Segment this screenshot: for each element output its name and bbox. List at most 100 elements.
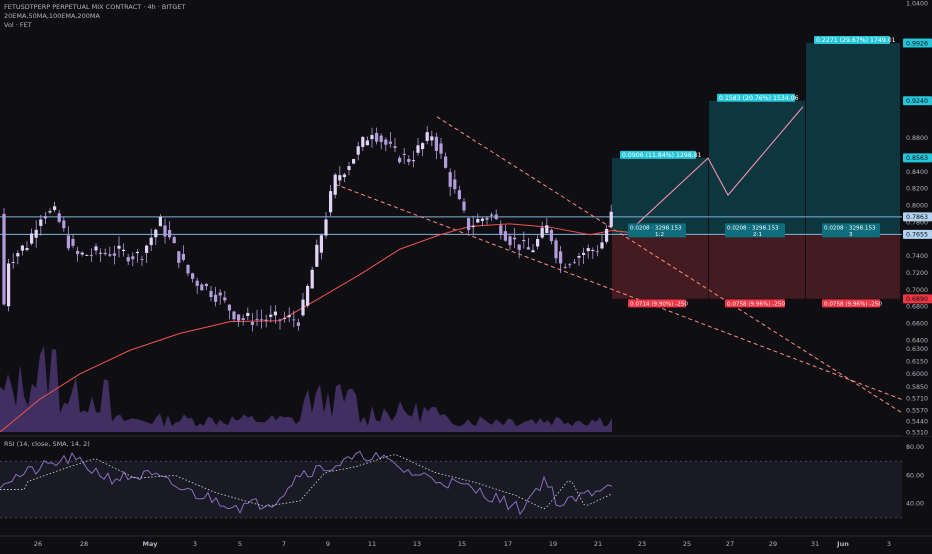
- candle-body-36: [168, 230, 172, 238]
- price-tick-4: 0.8563: [906, 155, 928, 162]
- ratio-label-1: 2:1: [753, 232, 762, 238]
- candle-body-124: [572, 262, 576, 264]
- candle-body-65: [301, 299, 305, 316]
- candle-body-32: [149, 237, 153, 246]
- candle-body-64: [296, 322, 300, 326]
- candle-body-78: [361, 137, 365, 147]
- candle-body-19: [89, 255, 93, 256]
- candle-body-108: [499, 225, 503, 235]
- price-tick-14: 0.6890: [906, 296, 928, 303]
- rsi-band: [0, 461, 902, 518]
- candle-body-72: [333, 174, 337, 195]
- price-tick-23: 0.5570: [906, 407, 928, 414]
- candle-body-87: [402, 153, 406, 155]
- rsi-pane[interactable]: RSI (14, close, SMA, 14, 2) 80.00 60.00 40.…: [0, 435, 932, 519]
- rsi-line: [0, 450, 613, 516]
- price-tick-15: 0.6800: [906, 304, 928, 311]
- candle-body-128: [591, 249, 595, 252]
- candle-body-131: [605, 228, 609, 242]
- candle-body-56: [260, 319, 264, 321]
- candle-body-118: [545, 225, 549, 234]
- time-tick-0: 26: [34, 540, 42, 548]
- stop-label-bg-0: [628, 299, 686, 308]
- price-tick-19: 0.6150: [906, 359, 928, 366]
- candle-body-45: [209, 290, 213, 298]
- trendlines[interactable]: [334, 116, 932, 433]
- candle-body-49: [227, 304, 231, 311]
- rsi-tick-2: 40.00: [906, 501, 924, 508]
- candle-body-113: [522, 240, 526, 242]
- candle-body-40: [186, 264, 190, 274]
- time-tick-18: Jun: [836, 540, 849, 548]
- position-labels: 0.0906 (11.84%) 1298.81 0.0208 · 3298.153…: [620, 35, 896, 308]
- candle-body-62: [287, 315, 291, 318]
- candle-body-68: [315, 244, 319, 267]
- candle-body-125: [577, 255, 581, 258]
- symbol-title[interactable]: FETUSDTPERP PERPETUAL MIX CONTRACT · 4h …: [4, 3, 186, 11]
- candle-body-126: [582, 252, 586, 255]
- price-tick-1: 0.9926: [906, 40, 928, 47]
- candle-body-16: [76, 250, 80, 254]
- candle-body-120: [554, 240, 558, 259]
- candle-body-30: [140, 259, 144, 261]
- candle-body-6: [30, 233, 34, 244]
- ema-100: [0, 223, 629, 433]
- candle-body-20: [94, 246, 98, 251]
- candle-body-119: [549, 229, 553, 241]
- candle-body-73: [338, 175, 342, 181]
- price-tick-5: 0.8400: [906, 169, 928, 176]
- position-zones[interactable]: [612, 42, 900, 299]
- candle-body-53: [246, 312, 250, 316]
- candle-body-13: [62, 220, 66, 229]
- candle-body-42: [195, 280, 199, 286]
- candle-body-15: [71, 239, 75, 246]
- candle-body-23: [108, 254, 112, 256]
- candle-body-59: [273, 311, 277, 316]
- candle-body-26: [122, 249, 126, 252]
- stop-zone-1: [709, 234, 805, 299]
- indicator-list[interactable]: 20EMA,50MA,100EMA,200MA: [4, 12, 100, 20]
- candle-body-4: [20, 245, 24, 251]
- rsi-tick-1: 60.00: [906, 472, 924, 479]
- candle-body-12: [57, 213, 61, 222]
- time-tick-16: 29: [769, 540, 777, 548]
- candle-body-11: [53, 206, 57, 211]
- time-tick-14: 25: [683, 540, 691, 548]
- time-tick-13: 23: [638, 540, 646, 548]
- candle-body-103: [476, 218, 480, 223]
- candle-body-82: [379, 135, 383, 142]
- candle-body-66: [306, 285, 310, 306]
- candle-body-83: [384, 139, 388, 145]
- candle-body-74: [342, 174, 346, 178]
- candle-body-0: [2, 213, 6, 305]
- price-axis[interactable]: 1.0400 0.9926 0.9240 0.8800 0.8563 0.8400 0.82…: [902, 0, 932, 436]
- projection-path: [629, 106, 804, 231]
- ratio-label-2: 3: [849, 232, 853, 238]
- price-tick-13: 0.7000: [906, 287, 928, 294]
- target-label-2: 0.2271 (29.67%) 1749.01: [816, 37, 896, 44]
- candle-body-91: [421, 143, 425, 150]
- price-tick-20: 0.6000: [906, 371, 928, 378]
- ema-line: [0, 223, 629, 433]
- candle-body-98: [453, 179, 457, 190]
- candle-body-50: [232, 311, 236, 320]
- time-tick-4: 5: [238, 540, 242, 548]
- candle-body-33: [154, 229, 158, 238]
- candles-layer: [2, 125, 613, 332]
- candle-body-14: [66, 235, 70, 249]
- time-tick-8: 13: [413, 540, 421, 548]
- candle-body-22: [103, 252, 107, 254]
- volume-label[interactable]: Vol · FET: [4, 21, 32, 29]
- stop-label-bg-1: [725, 299, 785, 308]
- volume-layer: [0, 345, 612, 432]
- time-axis[interactable]: 26 28 May 3 5 7 9 11 13 15 17 19 21 23 25 27 29 31 Jun 3: [0, 535, 932, 548]
- time-tick-2: May: [143, 540, 159, 548]
- candle-body-109: [503, 231, 507, 241]
- candle-body-51: [237, 314, 241, 321]
- candle-body-102: [471, 225, 475, 228]
- stop-zone-0: [612, 234, 708, 299]
- candle-body-21: [99, 252, 103, 254]
- candle-body-55: [255, 319, 259, 320]
